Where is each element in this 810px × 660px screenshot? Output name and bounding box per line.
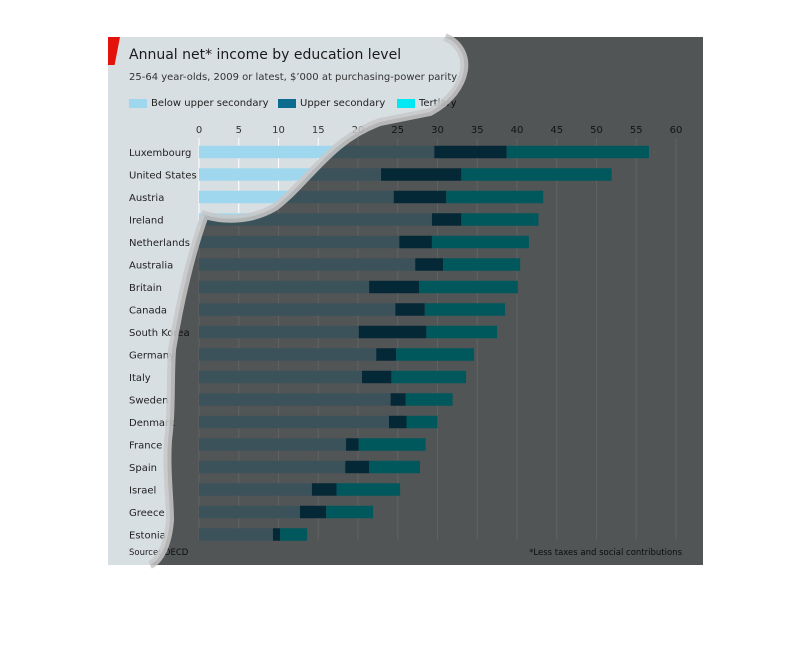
bar-tertiary	[431, 235, 529, 249]
x-tick-label: 5	[236, 125, 242, 136]
bar-below-upper-secondary	[199, 393, 391, 406]
category-label: Denmark	[129, 418, 175, 429]
category-label: South Korea	[129, 328, 190, 339]
x-tick-label: 40	[511, 125, 524, 136]
bar-tertiary	[461, 213, 539, 226]
bar-tertiary	[443, 258, 521, 271]
bar-tertiary	[426, 325, 498, 339]
bar-upper-secondary	[361, 370, 392, 384]
bar-upper-secondary	[272, 528, 281, 541]
footnote: *Less taxes and social contributions	[529, 548, 682, 558]
source-note: Source: OECD	[129, 548, 189, 558]
x-tick-label: 10	[272, 125, 285, 136]
x-tick-label: 60	[670, 125, 683, 136]
bar-tertiary	[446, 190, 544, 204]
bar-below-upper-secondary	[199, 168, 382, 181]
bar-upper-secondary	[393, 190, 447, 204]
category-label: Austria	[129, 193, 164, 204]
bar-tertiary	[369, 460, 421, 474]
bar-upper-secondary	[346, 438, 359, 451]
bar-below-upper-secondary	[199, 258, 416, 271]
bar-tertiary	[326, 505, 374, 519]
bar-tertiary	[506, 145, 649, 159]
bar-below-upper-secondary	[199, 235, 400, 249]
bar-tertiary	[396, 348, 475, 361]
x-tick-label: 50	[590, 125, 603, 136]
x-tick-label: 20	[352, 125, 365, 136]
bar-below-upper-secondary	[199, 303, 396, 316]
category-label: France	[129, 441, 162, 452]
bar-below-upper-secondary	[199, 415, 390, 429]
bar-upper-secondary	[395, 303, 425, 316]
category-label: Netherlands	[129, 238, 190, 249]
bar-tertiary	[336, 483, 401, 496]
bar-upper-secondary	[358, 325, 427, 339]
bar-tertiary	[280, 528, 308, 541]
bar-upper-secondary	[399, 235, 432, 249]
bar-below-upper-secondary	[199, 190, 394, 204]
category-label: Britain	[129, 283, 162, 294]
bar-tertiary	[424, 303, 506, 316]
category-label: Germany	[129, 351, 175, 362]
bar-below-upper-secondary	[199, 505, 300, 519]
bar-upper-secondary	[345, 460, 370, 474]
bar-below-upper-secondary	[199, 280, 370, 294]
bar-below-upper-secondary	[199, 370, 362, 384]
bar-upper-secondary	[415, 258, 444, 271]
bar-below-upper-secondary	[199, 325, 359, 339]
category-label: Greece	[129, 508, 165, 519]
bar-upper-secondary	[389, 415, 407, 429]
category-label: Ireland	[129, 216, 164, 227]
bar-upper-secondary	[299, 505, 327, 519]
x-tick-label: 55	[630, 125, 643, 136]
x-tick-label: 15	[312, 125, 325, 136]
x-tick-label: 35	[471, 125, 484, 136]
bar-upper-secondary	[381, 168, 462, 181]
bar-below-upper-secondary	[199, 348, 377, 361]
bar-upper-secondary	[311, 483, 337, 496]
category-label: Spain	[129, 463, 157, 474]
bar-tertiary	[358, 438, 426, 451]
category-label: Italy	[129, 373, 151, 384]
bar-upper-secondary	[390, 393, 406, 406]
bar-tertiary	[461, 168, 612, 181]
x-tick-label: 25	[391, 125, 404, 136]
bar-below-upper-secondary	[199, 213, 432, 226]
category-label: Australia	[129, 261, 173, 272]
category-label: Israel	[129, 486, 156, 497]
category-label: Sweden	[129, 396, 169, 407]
bar-below-upper-secondary	[199, 483, 312, 496]
bar-upper-secondary	[376, 348, 397, 361]
bar-tertiary	[406, 415, 438, 429]
bar-below-upper-secondary	[199, 460, 346, 474]
bar-tertiary	[419, 280, 518, 294]
bar-below-upper-secondary	[199, 145, 435, 159]
x-tick-label: 0	[196, 125, 202, 136]
bar-upper-secondary	[369, 280, 420, 294]
category-label: Luxembourg	[129, 148, 191, 159]
bar-below-upper-secondary	[199, 438, 347, 451]
bar-upper-secondary	[434, 145, 507, 159]
category-label: United States	[129, 171, 197, 182]
category-label: Estonia	[129, 531, 166, 542]
bar-upper-secondary	[431, 213, 462, 226]
bar-tertiary	[391, 370, 467, 384]
category-label: Canada	[129, 306, 167, 317]
bar-tertiary	[405, 393, 453, 406]
x-tick-label: 30	[431, 125, 444, 136]
bar-below-upper-secondary	[199, 528, 273, 541]
x-tick-label: 45	[550, 125, 563, 136]
